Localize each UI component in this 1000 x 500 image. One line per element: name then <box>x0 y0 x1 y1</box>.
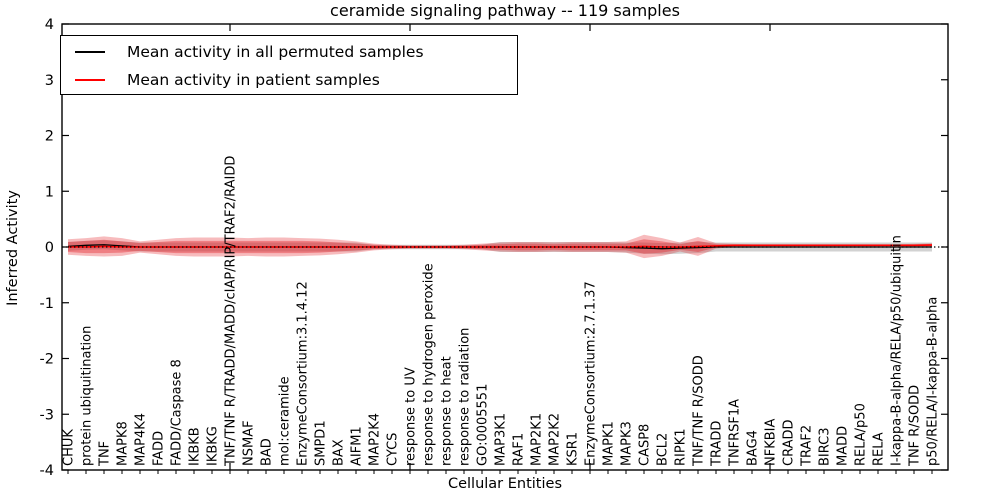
x-entity-label: RELA/p50 <box>854 403 869 466</box>
x-entity-label: MAP2K1 <box>530 413 545 466</box>
legend-entry-patient: Mean activity in patient samples <box>75 66 517 94</box>
x-entity-label: I-kappa-B-alpha/RELA/p50/ubiquitin <box>890 235 905 466</box>
x-entity-label: MAP2K4 <box>368 413 383 466</box>
legend-label-permuted: Mean activity in all permuted samples <box>127 43 424 61</box>
x-entity-label: IKBKB <box>188 427 203 466</box>
y-axis-label: Inferred Activity <box>5 190 21 306</box>
x-entity-label: response to radiation <box>458 328 473 466</box>
x-entity-label: EnzymeConsortium:3.1.4.12 <box>296 281 311 466</box>
x-entity-label: BCL2 <box>656 433 671 466</box>
x-entity-label: TNF <box>98 441 113 467</box>
legend-label-patient: Mean activity in patient samples <box>127 71 380 89</box>
x-entity-label: response to heat <box>440 356 455 466</box>
chart-title: ceramide signaling pathway -- 119 sample… <box>330 1 680 20</box>
y-tick-label: -1 <box>40 296 54 312</box>
x-entity-label: MADD <box>836 426 851 466</box>
y-tick-label: -4 <box>40 463 54 479</box>
x-entity-label: EnzymeConsortium:2.7.1.37 <box>584 281 599 466</box>
x-entity-label: NSMAF <box>242 420 257 466</box>
x-entity-label: FADD <box>152 431 167 466</box>
patient-mean-line <box>68 244 933 248</box>
x-axis-label: Cellular Entities <box>447 476 563 492</box>
y-tick-label: 4 <box>45 17 54 33</box>
y-tick-label: 0 <box>45 240 54 256</box>
x-entity-label: CRADD <box>782 420 797 467</box>
x-entity-label: TNF/TNF R/SODD <box>692 355 707 467</box>
y-tick-label: -2 <box>40 352 54 368</box>
x-entity-label: BAG4 <box>746 430 761 466</box>
y-tick-label: -3 <box>40 407 54 423</box>
x-entity-label: CYCS <box>386 433 401 466</box>
legend: Mean activity in all permuted samples Me… <box>60 35 518 95</box>
patient-line-swatch <box>75 79 105 81</box>
x-entity-label: TRADD <box>710 421 725 467</box>
legend-entry-permuted: Mean activity in all permuted samples <box>75 38 517 66</box>
x-entity-label: response to hydrogen peroxide <box>422 263 437 466</box>
x-entity-label: BIRC3 <box>818 428 833 467</box>
x-entity-label: BAD <box>260 438 275 466</box>
x-entity-label: BAX <box>332 439 347 466</box>
x-entity-label: KSR1 <box>566 432 581 466</box>
x-entity-label: CHUK <box>62 429 77 466</box>
permuted-line-swatch <box>75 51 105 53</box>
x-entity-label: TNFRSF1A <box>728 399 743 467</box>
x-entity-label: MAPK1 <box>602 421 617 466</box>
x-entity-label: AIFM1 <box>350 426 365 466</box>
x-entity-label: mol:ceramide <box>278 376 293 466</box>
x-entity-label: FADD/Caspase 8 <box>170 359 185 466</box>
x-entity-label: CASP8 <box>638 424 653 466</box>
x-entity-label: protein ubiquitination <box>80 326 95 466</box>
x-entity-label: GO:0005551 <box>476 384 491 466</box>
x-entity-label: p50/RELA/I-kappa-B-alpha <box>926 297 941 466</box>
x-entity-label: MAPK8 <box>116 421 131 466</box>
x-entity-label: RAF1 <box>512 433 527 466</box>
x-entity-label: TNF R/SODD <box>908 385 923 467</box>
x-entity-label: SMPD1 <box>314 420 329 466</box>
x-entity-label: TRAF2 <box>800 425 815 467</box>
x-entity-label: TNF/TNF R/TRADD/MADD/cIAP/RIP/TRAF2/RAID… <box>224 156 239 467</box>
x-entity-label: MAPK3 <box>620 421 635 466</box>
x-entity-label: MAP2K2 <box>548 413 563 466</box>
x-entity-label: IKBKG <box>206 426 221 466</box>
x-entity-label: response to UV <box>404 367 419 466</box>
x-entity-label: RELA <box>872 432 887 466</box>
x-entity-label: RIPK1 <box>674 428 689 466</box>
x-entity-label: MAP3K1 <box>494 413 509 466</box>
x-entity-label: NFKBIA <box>764 419 779 466</box>
x-entity-label: MAP4K4 <box>134 413 149 466</box>
y-tick-label: 2 <box>45 129 54 145</box>
y-tick-label: 1 <box>45 184 54 200</box>
y-tick-label: 3 <box>45 73 54 89</box>
